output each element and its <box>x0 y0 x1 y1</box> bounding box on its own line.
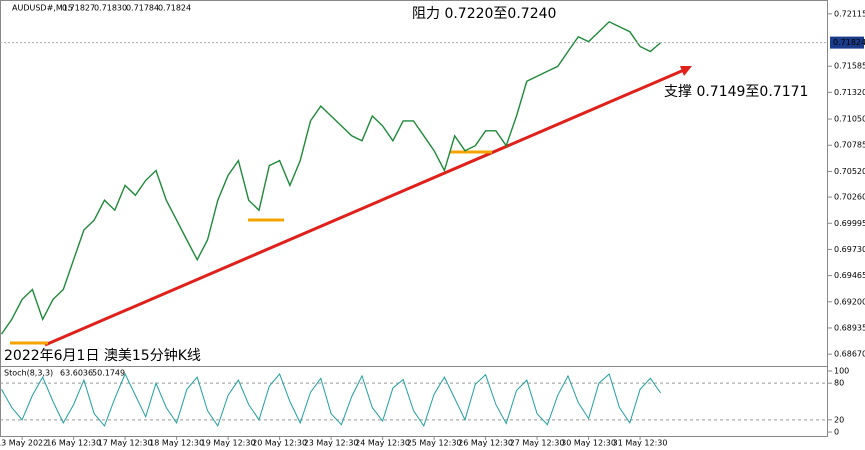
y-tick-label: 0.70520 <box>834 167 865 176</box>
x-tick-label: 26 May 12:30 <box>458 439 513 448</box>
y-tick-label: 0.70785 <box>834 141 865 150</box>
x-tick-label: 16 May 12:30 <box>46 439 101 448</box>
annotation: 支撑 0.7149至0.7171 <box>664 84 808 100</box>
y-tick-label: 0.69200 <box>834 297 865 306</box>
y-tick-label: 0.69995 <box>834 219 865 228</box>
ohlc-value: 0.71830 <box>94 4 127 13</box>
last-price-box <box>830 36 864 49</box>
y-tick-label: 0.69465 <box>834 271 865 280</box>
y-tick-label: 0.72115 <box>834 9 865 18</box>
x-tick-label: 23 May 12:30 <box>304 439 359 448</box>
x-tick-label: 13 May 2022 <box>0 439 48 448</box>
symbol: AUDUSD#,M15 <box>12 4 73 13</box>
x-tick-label: 20 May 12:30 <box>252 439 307 448</box>
price-line <box>0 20 662 335</box>
last-price-label: 0.71824 <box>833 38 865 47</box>
y-tick-label: 100 <box>834 366 849 375</box>
x-tick-label: 24 May 12:30 <box>355 439 410 448</box>
annotation: 阻力 0.7220至0.7240 <box>412 6 556 22</box>
y-tick-label: 0 <box>834 428 839 437</box>
annotation: 2022年6月1日 澳美15分钟K线 <box>4 347 201 364</box>
y-tick-label: 0.71050 <box>834 115 865 124</box>
x-tick-label: 19 May 12:30 <box>201 439 256 448</box>
indicator-value: 50.1749 <box>92 369 125 378</box>
ohlc-value: 0.71784 <box>126 4 159 13</box>
indicator-title: Stoch(8,3,3) <box>4 369 53 378</box>
y-tick-label: 0.68670 <box>834 350 865 359</box>
ohlc-value: 0.71827 <box>62 4 95 13</box>
ohlc-value: 0.71824 <box>158 4 191 13</box>
y-tick-label: 0.70260 <box>834 193 865 202</box>
y-tick-label: 80 <box>834 379 844 388</box>
y-tick-label: 0.68935 <box>834 323 865 332</box>
plot-frame <box>0 0 828 437</box>
indicator-value: 63.6036 <box>60 369 93 378</box>
y-tick-label: 0.71320 <box>834 88 865 97</box>
x-tick-label: 17 May 12:30 <box>98 439 153 448</box>
x-tick-label: 30 May 12:30 <box>561 439 616 448</box>
y-tick-label: 0.71585 <box>834 62 865 71</box>
x-tick-label: 18 May 12:30 <box>149 439 204 448</box>
x-tick-label: 25 May 12:30 <box>407 439 462 448</box>
y-tick-label: 20 <box>834 415 844 424</box>
x-tick-label: 31 May 12:30 <box>613 439 668 448</box>
price-line <box>1 372 662 428</box>
x-tick-label: 27 May 12:30 <box>510 439 565 448</box>
trend-line <box>44 68 685 347</box>
y-tick-label: 0.69730 <box>834 245 865 254</box>
trend-arrow <box>680 66 692 76</box>
